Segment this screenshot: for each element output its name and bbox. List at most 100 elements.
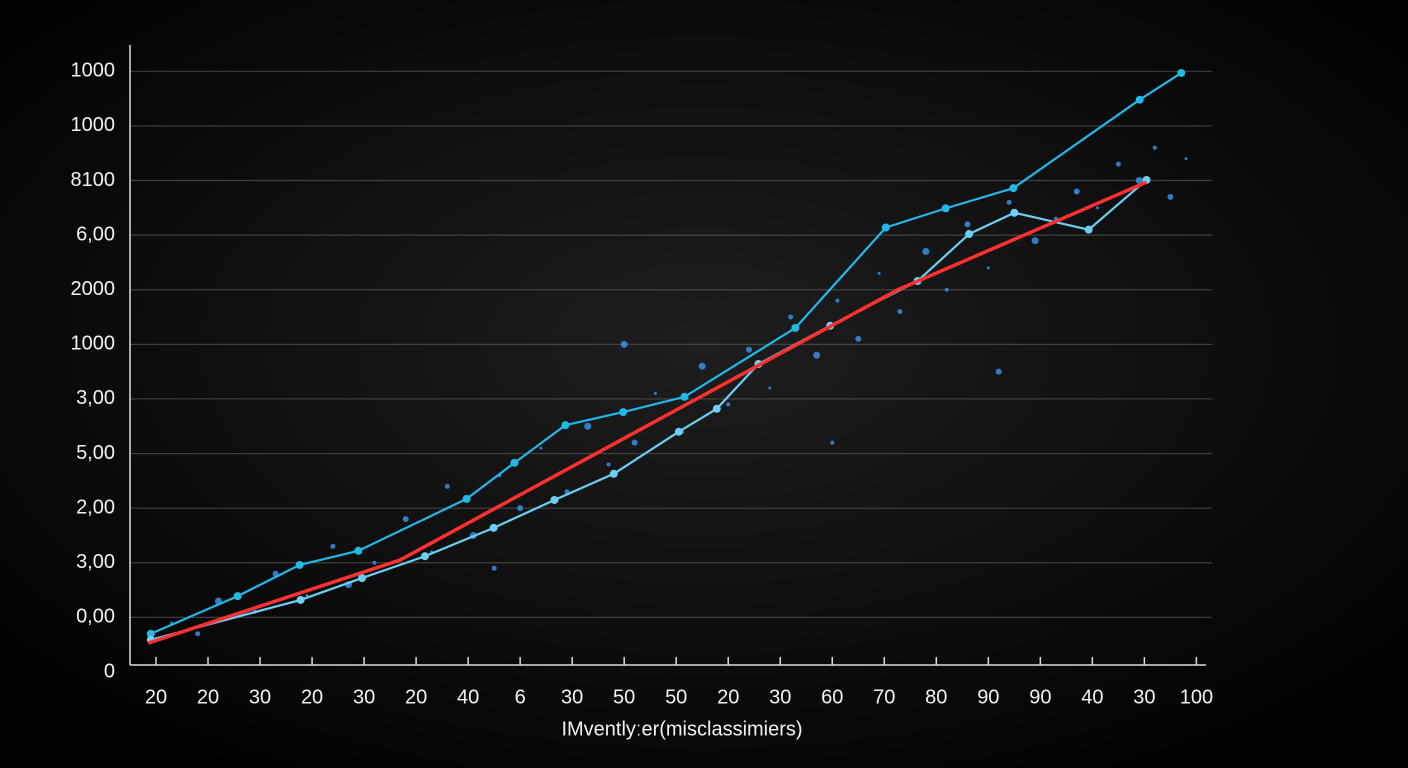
line-marker	[295, 560, 304, 569]
y-tick-label: 1000	[71, 60, 116, 82]
x-tick-label: 40	[457, 686, 479, 708]
line-marker	[881, 223, 890, 232]
line-marker	[619, 408, 628, 417]
scatter-point	[195, 631, 201, 637]
scatter-point	[1115, 161, 1121, 167]
line-marker	[296, 595, 305, 604]
x-tick-label: 80	[925, 686, 947, 708]
line-marker	[965, 230, 974, 239]
scatter-point	[584, 422, 592, 430]
y-tick-label: 1000	[71, 114, 116, 136]
x-tick-label: 30	[249, 686, 271, 708]
scatter-point	[1152, 145, 1157, 150]
y-tick-label: 0,00	[76, 606, 115, 628]
x-tick-label: 30	[561, 686, 583, 708]
scatter-point	[922, 248, 930, 256]
scatter-point	[788, 314, 794, 320]
scatter-point	[1135, 177, 1143, 185]
line-marker	[550, 495, 559, 504]
line-marker	[1135, 95, 1144, 104]
line-marker	[146, 629, 155, 638]
scatter-point	[491, 565, 497, 571]
scatter-point	[944, 287, 949, 292]
scatter-point	[517, 505, 524, 512]
x-tick-label: 100	[1180, 686, 1213, 708]
line-marker	[609, 469, 618, 478]
scatter-point	[1031, 237, 1039, 245]
line-marker	[233, 592, 242, 601]
y-tick-label: 8100	[71, 169, 116, 191]
scatter-point	[964, 221, 971, 228]
scatter-point	[606, 462, 611, 467]
scatter-point	[631, 439, 638, 446]
line-marker	[941, 204, 950, 213]
scatter-point	[726, 402, 731, 407]
x-tick-label: 20	[145, 686, 167, 708]
line	[147, 180, 1148, 645]
scatter-point	[813, 351, 821, 359]
y-tick-label: 6,00	[76, 223, 115, 245]
x-tick-label: 60	[821, 686, 843, 708]
scatter-point	[986, 266, 990, 270]
line-marker	[561, 421, 570, 430]
x-tick-label: 40	[1081, 686, 1103, 708]
scatter-point	[830, 440, 835, 445]
line-marker	[354, 546, 363, 555]
y-tick-label: 2,00	[76, 496, 115, 518]
y-tick-label: 1000	[71, 333, 116, 355]
scatter-point	[653, 391, 657, 395]
line-marker	[1009, 184, 1018, 193]
x-tick-label: 70	[873, 686, 895, 708]
line-marker	[712, 404, 721, 413]
scatter-point	[539, 446, 543, 450]
x-tick-label: 30	[1133, 686, 1155, 708]
scatter-point	[768, 386, 772, 390]
line-marker	[489, 523, 498, 532]
scatter-point	[402, 516, 409, 523]
x-tick-label: 30	[353, 686, 375, 708]
x-tick-label: 50	[613, 686, 635, 708]
x-tick-label: 90	[1029, 686, 1051, 708]
line-marker	[420, 552, 429, 561]
scatter-point	[897, 309, 903, 315]
x-tick-label: 20	[197, 686, 219, 708]
x-tick-label: 20	[405, 686, 427, 708]
line-marker	[358, 574, 367, 583]
line	[150, 179, 1148, 641]
scatter-point	[835, 298, 840, 303]
line-marker	[510, 458, 519, 467]
line-marker	[1010, 208, 1019, 217]
scatter-point	[746, 346, 753, 353]
scatter-point	[1006, 199, 1012, 205]
y-tick-label: 3,00	[76, 387, 115, 409]
scatter-point	[620, 340, 628, 348]
scatter-point	[698, 362, 706, 370]
y-tick-label: 3,00	[76, 551, 115, 573]
line-marker	[1084, 225, 1093, 234]
scatter-point	[372, 560, 377, 565]
x-tick-label: 20	[301, 686, 323, 708]
scatter-point	[1184, 157, 1188, 161]
x-tick-label: 50	[665, 686, 687, 708]
y-tick-label: 5,00	[76, 442, 115, 464]
scatter-point	[1096, 206, 1100, 210]
scatter-point	[855, 335, 862, 342]
line-marker	[791, 323, 800, 332]
scatter-point	[330, 543, 336, 549]
x-tick-label: 6	[515, 686, 526, 708]
scatter-point	[444, 483, 450, 489]
scatter-point	[877, 271, 881, 275]
x-tick-label: 90	[977, 686, 999, 708]
x-tick-label: 30	[769, 686, 791, 708]
y-tick-label: 2000	[71, 278, 116, 300]
scatter-point	[1167, 193, 1174, 200]
line-marker	[680, 392, 689, 401]
x-axis-label: IMventlyːer(misclassimiers)	[561, 718, 802, 740]
scatter-point	[995, 368, 1002, 375]
line-marker	[462, 494, 471, 503]
y-tick-label: 0	[104, 660, 115, 682]
scatter-point	[1073, 188, 1080, 195]
line-marker	[674, 427, 683, 436]
